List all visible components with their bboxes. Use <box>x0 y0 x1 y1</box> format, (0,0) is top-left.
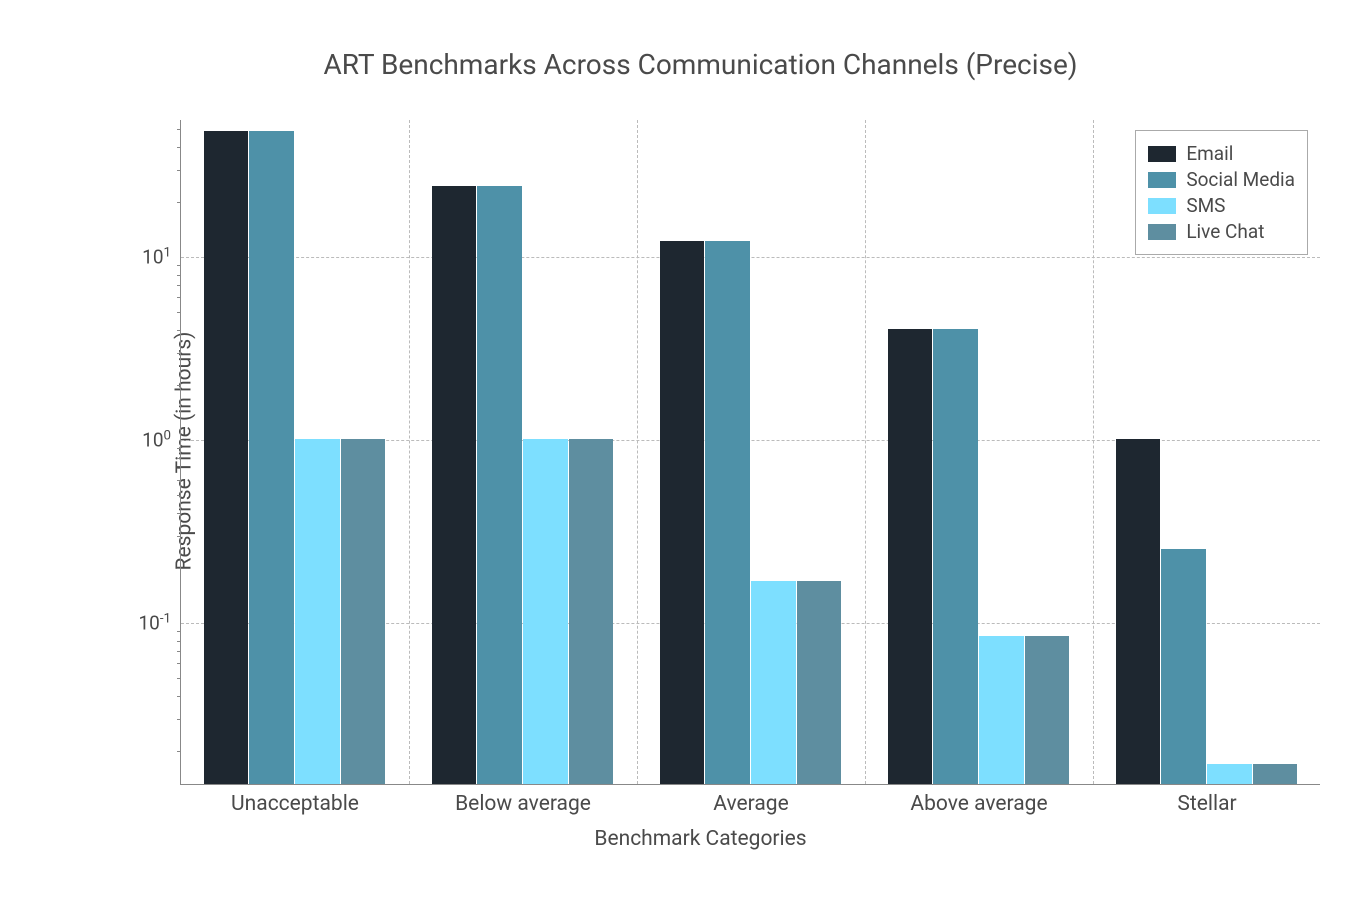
gridline-v <box>865 120 866 784</box>
y-minor-tick <box>177 651 181 652</box>
bar <box>432 186 477 784</box>
bar <box>751 581 796 784</box>
bar <box>569 439 614 784</box>
legend-item: Social Media <box>1148 168 1295 191</box>
bar <box>341 439 386 784</box>
y-minor-tick <box>177 751 181 752</box>
bar <box>888 329 933 784</box>
bar <box>705 241 750 784</box>
y-minor-tick <box>177 353 181 354</box>
y-minor-tick <box>177 536 181 537</box>
y-minor-tick <box>177 265 181 266</box>
y-minor-tick <box>177 480 181 481</box>
y-minor-tick <box>177 495 181 496</box>
y-minor-tick <box>177 129 181 130</box>
y-minor-tick <box>177 448 181 449</box>
y-minor-tick <box>177 170 181 171</box>
legend-swatch <box>1148 146 1176 162</box>
legend-swatch <box>1148 198 1176 214</box>
y-minor-tick <box>177 568 181 569</box>
y-minor-tick <box>177 330 181 331</box>
bar <box>477 186 522 784</box>
y-minor-tick <box>177 663 181 664</box>
bar <box>1161 549 1206 784</box>
bar <box>523 439 568 784</box>
x-tick-label: Below average <box>455 784 591 816</box>
bar <box>660 241 705 784</box>
y-minor-tick <box>177 631 181 632</box>
y-minor-tick <box>177 719 181 720</box>
x-axis-label: Benchmark Categories <box>594 827 806 851</box>
legend-swatch <box>1148 172 1176 188</box>
y-minor-tick <box>177 275 181 276</box>
y-minor-tick <box>177 147 181 148</box>
bar <box>1116 439 1161 784</box>
y-tick-label: 101 <box>142 245 181 268</box>
y-minor-tick <box>177 297 181 298</box>
bar <box>204 131 249 784</box>
gridline-h <box>181 257 1320 258</box>
y-minor-tick <box>177 513 181 514</box>
y-minor-tick <box>177 678 181 679</box>
bar <box>933 329 978 784</box>
legend-label: SMS <box>1186 194 1225 217</box>
bar <box>979 636 1024 784</box>
chart-title: ART Benchmarks Across Communication Chan… <box>20 48 1361 81</box>
bar <box>249 131 294 784</box>
y-tick-label: 100 <box>142 428 181 451</box>
chart-container: ART Benchmarks Across Communication Chan… <box>20 20 1361 882</box>
y-minor-tick <box>177 641 181 642</box>
gridline-v <box>409 120 410 784</box>
legend-label: Email <box>1186 142 1233 165</box>
y-minor-tick <box>177 202 181 203</box>
x-tick-label: Unacceptable <box>231 784 359 816</box>
legend-item: Email <box>1148 142 1295 165</box>
legend-item: Live Chat <box>1148 220 1295 243</box>
y-minor-tick <box>177 385 181 386</box>
y-minor-tick <box>177 468 181 469</box>
bar <box>797 581 842 784</box>
y-minor-tick <box>177 696 181 697</box>
y-minor-tick <box>177 458 181 459</box>
y-minor-tick <box>177 285 181 286</box>
x-tick-label: Average <box>713 784 788 816</box>
bar <box>295 439 340 784</box>
legend-swatch <box>1148 224 1176 240</box>
x-tick-label: Stellar <box>1177 784 1236 816</box>
bar <box>1253 764 1298 784</box>
legend-label: Social Media <box>1186 168 1295 191</box>
gridline-v <box>637 120 638 784</box>
legend: Email Social Media SMS Live Chat <box>1135 130 1308 255</box>
y-tick-label: 10-1 <box>138 611 181 634</box>
legend-label: Live Chat <box>1186 220 1264 243</box>
gridline-v <box>1093 120 1094 784</box>
bar <box>1025 636 1070 784</box>
legend-item: SMS <box>1148 194 1295 217</box>
bar <box>1207 764 1252 784</box>
x-tick-label: Above average <box>910 784 1047 816</box>
y-minor-tick <box>177 312 181 313</box>
